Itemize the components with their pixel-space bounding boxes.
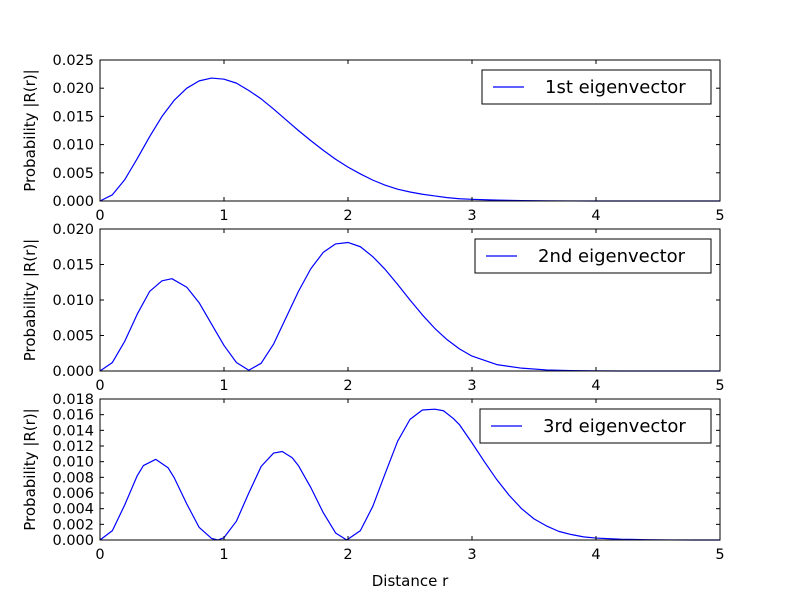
y-tick-label: 0.005: [52, 166, 94, 182]
x-tick-label: 2: [343, 378, 352, 394]
legend: 1st eigenvector: [481, 69, 712, 105]
x-tick-label: 5: [715, 208, 724, 224]
y-tick-label: 0.016: [52, 408, 94, 424]
x-tick-label: 3: [467, 547, 476, 563]
x-tick-label: 0: [95, 547, 104, 563]
subplot-2: 0 1 2 3 4 5 0.000 0.005 0.010 0.015 0.020 Probabili…: [21, 222, 725, 394]
y-tick-label: 0.000: [52, 364, 94, 380]
x-tick-label: 4: [591, 378, 600, 394]
subplot-1: 0 1 2 3 4 5 0.000 0.005 0.010 0.015 0.020 0.025 Prob…: [21, 53, 725, 224]
y-tick-label: 0.010: [52, 293, 94, 309]
x-tick-label: 1: [219, 208, 228, 224]
y-tick-label: 0.006: [52, 486, 94, 502]
x-tick-label: 1: [219, 547, 228, 563]
x-tick-label: 4: [591, 208, 600, 224]
x-tick-label: 5: [715, 547, 724, 563]
y-tick-label: 0.008: [52, 470, 94, 486]
y-axis-label: Probability |R(r)|: [21, 239, 39, 361]
legend-label: 3rd eigenvector: [543, 416, 686, 437]
subplots: 0 1 2 3 4 5 0.000 0.005 0.010 0.015 0.020 0.025 Prob…: [21, 53, 725, 563]
y-tick-label: 0.020: [52, 222, 94, 238]
x-tick-label: 5: [715, 378, 724, 394]
y-tick-label: 0.025: [52, 53, 94, 69]
x-axis-label: Distance r: [372, 572, 449, 590]
y-tick-label: 0.010: [52, 455, 94, 471]
y-tick-label: 0.004: [52, 502, 94, 518]
x-tick-label: 2: [343, 208, 352, 224]
y-axis-label: Probability |R(r)|: [21, 69, 39, 191]
y-tick-label: 0.014: [52, 423, 94, 439]
y-tick-label: 0.002: [52, 517, 94, 533]
x-tick-label: 3: [467, 378, 476, 394]
series-line-1: [99, 241, 720, 372]
x-tick-label: 2: [343, 547, 352, 563]
y-tick-label: 0.012: [52, 439, 94, 455]
subplot-3: 0 1 2 3 4 50.0000.0020.0040.0060.0080.0100.01…: [21, 392, 725, 563]
x-tick-label: 1: [219, 378, 228, 394]
y-tick-label: 0.000: [52, 533, 94, 549]
y-tick-label: 0.010: [52, 138, 94, 154]
legend-label: 1st eigenvector: [545, 77, 686, 98]
y-tick-label: 0.000: [52, 194, 94, 210]
y-axis-label: Probability |R(r)|: [21, 408, 39, 530]
y-tick-label: 0.018: [52, 392, 94, 408]
y-tick-label: 0.020: [52, 81, 94, 97]
axes-frame: [99, 59, 721, 202]
legend: 2nd eigenvector: [474, 238, 712, 274]
y-tick-label: 0.015: [52, 109, 94, 125]
legend: 3rd eigenvector: [479, 408, 712, 444]
axes-frame: [99, 398, 721, 541]
y-tick-label: 0.015: [52, 258, 94, 274]
legend-label: 2nd eigenvector: [538, 246, 686, 267]
x-tick-label: 4: [591, 547, 600, 563]
series-line-1: [99, 408, 720, 541]
x-tick-label: 3: [467, 208, 476, 224]
y-tick-label: 0.005: [52, 329, 94, 345]
x-tick-label: 0: [95, 208, 104, 224]
x-tick-label: 0: [95, 378, 104, 394]
